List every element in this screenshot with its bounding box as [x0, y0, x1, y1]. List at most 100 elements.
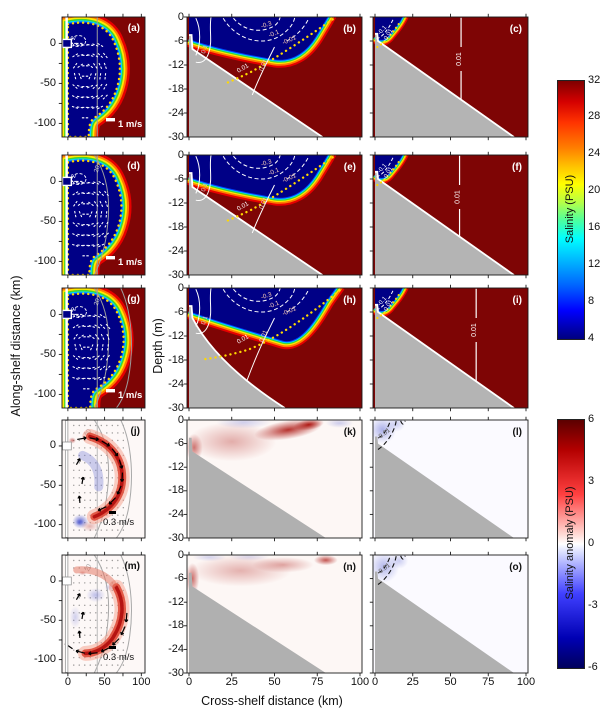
velocity-scale-bar	[109, 511, 116, 514]
y-tick-depth: 0	[177, 10, 184, 23]
axis-ticks	[183, 551, 361, 677]
y-tick-depth: -30	[168, 666, 184, 679]
seafloor-line	[375, 32, 515, 137]
axis-ticks	[369, 284, 527, 412]
contour-label: -0.3	[260, 20, 273, 30]
x-tick-cross: 75	[482, 676, 495, 688]
plume-boundary-dotted-contour	[66, 159, 123, 275]
coast-wall	[65, 17, 68, 40]
contour-label: -0.1	[268, 29, 281, 40]
y-tick-alongshelf: 0	[49, 574, 56, 587]
panel-letter: (a)	[128, 23, 140, 34]
axis-ticks	[58, 416, 142, 542]
panel-frame	[61, 154, 146, 276]
colorbar-anomaly-tick: 3	[588, 474, 595, 487]
panel-k-anomaly-section: (k)	[183, 416, 363, 542]
contour-label: 0.01	[258, 329, 269, 343]
negative-anomaly-arc	[78, 450, 104, 492]
axis-ticks	[58, 284, 142, 412]
coast-wall	[65, 185, 68, 275]
contour-label: 0.1	[200, 44, 210, 55]
anomaly-blob	[69, 606, 82, 629]
y-tick-alongshelf: 0	[49, 307, 56, 320]
colorbar-anomaly-tick: -3	[588, 598, 598, 611]
panel-letter: (b)	[343, 24, 356, 35]
x-tick-cross: 25	[406, 676, 419, 688]
anomaly-field: -0.01	[373, 420, 528, 538]
panel-letter: (c)	[510, 24, 522, 35]
isobath-label: 20	[93, 297, 102, 306]
coast-wall	[64, 420, 69, 443]
contour-label: -0.1	[377, 295, 389, 307]
coast-wall	[64, 555, 69, 578]
y-tick-depth: -18	[168, 220, 184, 233]
plume-boundary-dotted-contour	[225, 156, 334, 223]
coast-wall	[64, 584, 69, 673]
contour-label: 0.01	[456, 52, 463, 66]
colorbar-salinity-title: Salinity (PSU)	[564, 174, 576, 244]
axis-ticks	[58, 551, 142, 677]
salinity-contour-2	[71, 306, 87, 318]
anomaly-blob	[228, 555, 270, 561]
panel-j-anomaly-plan: 200.3 m/s (j)	[58, 416, 146, 542]
panel-letter: (d)	[127, 161, 140, 172]
velocity-scale-label: 0.3 m/s	[103, 517, 134, 528]
x-tick-cross: 50	[268, 676, 281, 688]
panel-g-salinity-plan: 2 20 1 m/s (g)	[58, 284, 146, 412]
colorbar-anomaly-title: Salinity anomaly (PSU)	[564, 486, 576, 600]
colorbar-anomaly: Salinity anomaly (PSU)	[557, 419, 585, 669]
coast-wall	[64, 449, 69, 538]
y-tick-depth: -24	[168, 507, 184, 520]
contour-label: 0.01	[258, 58, 269, 72]
x-tick-plan: 100	[132, 676, 151, 688]
plume-boundary-dotted-contour	[203, 289, 341, 361]
anomaly-field	[187, 555, 362, 673]
contour-label: -0.1	[268, 300, 281, 311]
y-tick-depth: -18	[168, 619, 184, 632]
velocity-scale-bar	[106, 118, 115, 122]
estuary-mouth	[61, 309, 73, 320]
plume-boundary-dotted-contour	[225, 18, 334, 85]
contour-label: 0.01	[455, 190, 462, 204]
y-tick-depth: 0	[177, 413, 184, 426]
contour-label: -0.1	[377, 24, 389, 36]
panel-e-salinity-section: 0.1-0.1-0.3-0.010.010.01(e)	[183, 151, 363, 279]
y-axis-label-alongshelf: Along-shelf distance (km)	[9, 275, 23, 417]
positive-anomaly-arc	[83, 585, 124, 656]
y-tick-depth: -24	[168, 244, 184, 257]
axis-ticks	[369, 551, 527, 677]
panel-letter: (g)	[127, 294, 140, 305]
panel-letter: (h)	[343, 295, 356, 306]
y-tick-alongshelf: -100	[33, 254, 56, 267]
y-tick-depth: -30	[168, 401, 184, 414]
estuary-mouth	[62, 576, 72, 586]
colorbar-salinity-tick: 24	[588, 147, 600, 160]
x-tick-cross: 50	[444, 676, 457, 688]
seafloor-line	[189, 172, 323, 275]
y-tick-depth: -6	[174, 34, 184, 47]
colorbar-salinity: Salinity (PSU)	[557, 80, 585, 340]
panel-letter: (m)	[124, 561, 140, 572]
salinity-field: -0.1-0.010.01	[373, 155, 528, 275]
y-tick-alongshelf: 0	[49, 439, 56, 452]
estuary-mouth	[61, 176, 73, 187]
panel-i-salinity-section: -0.1-0.010.01(i)	[369, 284, 529, 412]
velocity-scale-label: 1 m/s	[118, 119, 142, 130]
secondary-anomaly-arc	[73, 566, 117, 588]
salinity-contour-2	[71, 173, 87, 185]
salinity-field: 2 20	[62, 155, 145, 275]
colorbar-salinity-tick: 12	[588, 257, 600, 270]
seafloor-line	[375, 170, 515, 275]
velocity-scale-bar	[109, 646, 116, 649]
bathymetry	[375, 171, 514, 275]
y-tick-depth: -30	[168, 130, 184, 143]
panel-frame	[61, 287, 146, 409]
anomaly-blob	[192, 555, 227, 562]
panel-a-salinity-plan: 2 1 m/s (a)	[58, 13, 146, 141]
panel-m-anomaly-plan: 200.3 m/s (m)	[58, 551, 146, 677]
bathymetry	[189, 437, 326, 538]
anomaly-field	[187, 420, 362, 538]
colorbar-anomaly-tick: 0	[588, 536, 595, 549]
y-tick-depth: -30	[168, 531, 184, 544]
anomaly-blob	[216, 420, 272, 429]
